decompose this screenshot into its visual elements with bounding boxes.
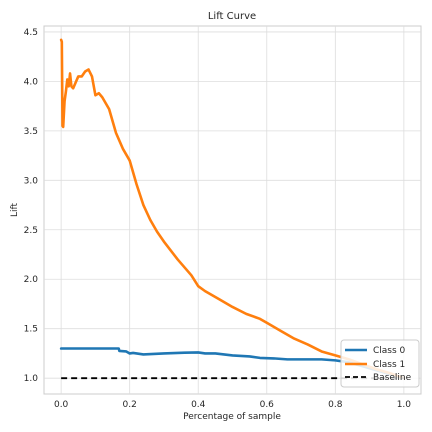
y-tick-label: 1.5 (24, 325, 38, 335)
legend-label-class-1: Class 1 (373, 360, 405, 370)
series-line-class-0 (59, 347, 406, 380)
tick-layer: 0.0 0.2 0.4 0.6 0.8 1.0 1.0 1.5 2.0 2.5 3.0 3.5 4.0 4… (24, 28, 412, 410)
series-line-class-1 (59, 38, 406, 380)
legend: Class 0 Class 1 Baseline (340, 339, 420, 388)
plot-area (43, 25, 422, 395)
y-tick-label: 3.0 (24, 176, 39, 186)
y-tick-label: 1.0 (24, 374, 39, 384)
legend-box (340, 339, 420, 388)
y-tick-label: 4.0 (24, 77, 39, 87)
x-tick-label: 1.0 (397, 400, 412, 410)
y-tick-label: 3.5 (24, 127, 38, 137)
x-axis-label: Percentage of sample (183, 412, 281, 422)
chart-title: Lift Curve (208, 11, 256, 22)
y-tick-label: 4.5 (24, 28, 38, 38)
legend-label-class-0: Class 0 (373, 346, 406, 356)
legend-label-baseline: Baseline (373, 373, 412, 383)
x-tick-label: 0.0 (54, 400, 69, 410)
x-tick-label: 0.6 (260, 400, 275, 410)
y-axis-label: Lift (10, 203, 20, 218)
x-tick-label: 0.4 (191, 400, 206, 410)
y-tick-label: 2.0 (24, 275, 39, 285)
x-tick-label: 0.2 (123, 400, 137, 410)
y-tick-label: 2.5 (24, 226, 38, 236)
x-tick-label: 0.8 (328, 400, 343, 410)
